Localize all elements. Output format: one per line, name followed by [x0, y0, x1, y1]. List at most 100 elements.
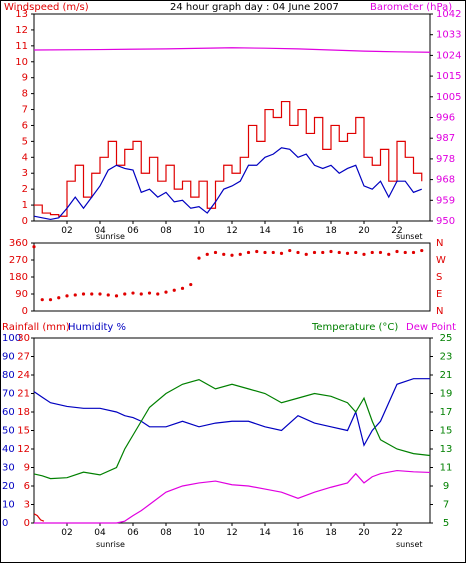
baro-tick-label: 1033	[436, 30, 461, 41]
wind-average-line	[33, 147, 422, 221]
wind-tick-label: 0	[22, 216, 28, 227]
humidity-tick-label: 100	[2, 333, 21, 344]
hour-tick-label: 18	[325, 226, 337, 236]
direction-tick-label: 360	[9, 238, 28, 249]
direction-point	[106, 293, 110, 297]
direction-point	[57, 296, 61, 300]
direction-point	[172, 288, 176, 292]
direction-point	[246, 250, 251, 255]
hour-tick-label: 20	[358, 528, 370, 538]
direction-point	[362, 252, 366, 256]
direction-point	[337, 250, 341, 255]
humidity-tick-label: 20	[2, 481, 15, 492]
direction-point	[197, 256, 201, 260]
wind-tick-label: 7	[22, 105, 28, 116]
hour-tick-label: 08	[160, 528, 172, 538]
direction-point	[205, 252, 209, 256]
humidity-tick-label: 30	[2, 463, 15, 474]
hour-tick-label: 06	[127, 528, 139, 538]
hour-tick-label: 10	[193, 528, 205, 538]
direction-point	[238, 252, 242, 256]
direction-point	[123, 292, 127, 296]
compass-tick-label: S	[436, 272, 442, 283]
direction-point	[81, 292, 86, 296]
wind-tick-label: 6	[22, 120, 28, 131]
direction-point	[48, 298, 53, 302]
direction-point	[312, 250, 317, 255]
direction-point	[139, 292, 143, 296]
humidity-tick-label: 60	[2, 407, 15, 418]
temperature-tick-label: 11	[440, 463, 453, 474]
wind-tick-label: 10	[15, 57, 28, 68]
hour-tick-label: 04	[94, 528, 106, 538]
temperature-tick-label: 19	[440, 389, 453, 400]
baro-tick-label: 996	[436, 113, 455, 124]
direction-point	[156, 292, 160, 296]
direction-point	[321, 250, 325, 255]
temperature-tick-label: 9	[443, 481, 449, 492]
wind-tick-label: 2	[22, 184, 28, 195]
direction-point	[189, 282, 193, 287]
wind-axis-title: Windspeed (m/s)	[4, 2, 89, 13]
temperature-tick-label: 15	[440, 426, 453, 437]
sunrise-label-3: sunrise	[96, 540, 125, 549]
hour-tick-label: 04	[94, 226, 106, 236]
sunset-label-1: sunset	[396, 232, 423, 241]
wind-tick-label: 3	[22, 168, 28, 179]
compass-tick-label: N	[436, 238, 443, 249]
temperature-line	[33, 378, 431, 480]
rainfall-tick-label: 24	[17, 370, 30, 381]
rainfall-tick-label: 9	[24, 463, 30, 474]
wind-tick-label: 9	[22, 73, 28, 84]
temperature-tick-label: 17	[440, 407, 453, 418]
humidity-line	[33, 378, 430, 447]
hour-tick-label: 20	[358, 226, 370, 236]
direction-point	[114, 294, 119, 298]
sunrise-label-1: sunrise	[96, 232, 125, 241]
humidity-tick-label: 90	[2, 352, 15, 363]
rainfall-tick-label: 21	[17, 389, 30, 400]
rainfall-tick-label: 30	[17, 333, 30, 344]
direction-point	[98, 292, 102, 296]
temperature-tick-label: 5	[443, 518, 449, 529]
direction-point	[164, 290, 168, 294]
hour-tick-label: 22	[391, 226, 402, 236]
humidity-tick-label: 0	[2, 518, 8, 529]
direction-point	[288, 248, 292, 253]
hour-tick-label: 14	[259, 226, 271, 236]
temperature-tick-label: 23	[440, 352, 453, 363]
rainfall-axis-title: Rainfall (mm)	[2, 322, 70, 333]
rainfall-tick-label: 0	[24, 518, 30, 529]
direction-point	[263, 250, 267, 255]
humidity-tick-label: 70	[2, 389, 15, 400]
barometer-axis-title: Barometer (hPa)	[370, 2, 452, 13]
direction-point	[395, 249, 399, 254]
humidity-tick-label: 50	[2, 426, 15, 437]
wind-tick-label: 8	[22, 89, 28, 100]
direction-point	[420, 248, 424, 253]
direction-tick-label: 180	[9, 272, 28, 283]
direction-point	[131, 291, 135, 295]
rainfall-line	[33, 513, 45, 522]
baro-tick-label: 968	[436, 175, 455, 186]
wind-tick-label: 5	[22, 136, 28, 147]
baro-tick-label: 959	[436, 195, 455, 206]
hour-tick-label: 02	[61, 226, 72, 236]
direction-point	[40, 298, 44, 302]
baro-tick-label: 950	[436, 216, 455, 227]
direction-point	[345, 251, 350, 255]
barometer-line	[33, 47, 431, 53]
hour-tick-label: 08	[160, 226, 172, 236]
direction-point	[279, 251, 284, 255]
hour-tick-label: 14	[259, 528, 271, 538]
direction-tick-label: 270	[9, 255, 28, 266]
direction-point	[255, 249, 259, 254]
compass-tick-label: E	[436, 289, 442, 300]
wind-tick-label: 1	[22, 200, 28, 211]
hour-tick-label: 02	[61, 528, 72, 538]
compass-tick-label: W	[436, 255, 446, 266]
baro-tick-label: 978	[436, 154, 455, 165]
direction-point	[180, 286, 185, 290]
direction-point	[73, 293, 77, 297]
hour-tick-label: 06	[127, 226, 139, 236]
